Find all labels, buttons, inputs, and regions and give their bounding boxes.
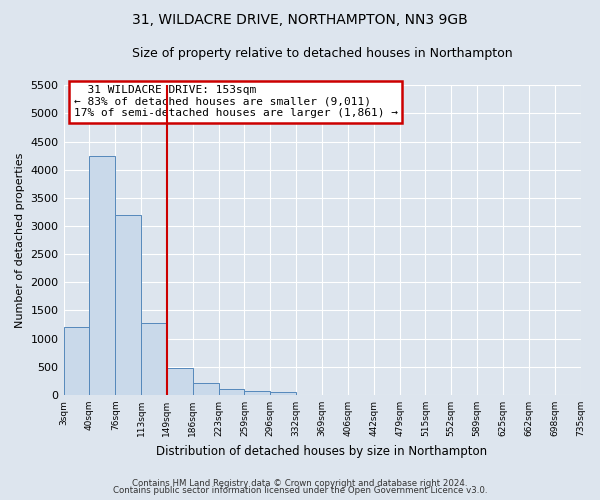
Bar	[115, 215, 141, 395]
Bar	[167, 368, 193, 395]
Text: 31 WILDACRE DRIVE: 153sqm
← 83% of detached houses are smaller (9,011)
17% of se: 31 WILDACRE DRIVE: 153sqm ← 83% of detac…	[74, 86, 398, 118]
Bar	[89, 156, 115, 395]
Y-axis label: Number of detached properties: Number of detached properties	[15, 152, 25, 328]
Bar	[64, 328, 89, 395]
Text: 31, WILDACRE DRIVE, NORTHAMPTON, NN3 9GB: 31, WILDACRE DRIVE, NORTHAMPTON, NN3 9GB	[132, 12, 468, 26]
Bar	[193, 383, 218, 395]
Bar	[141, 323, 167, 395]
Bar	[244, 391, 271, 395]
Text: Contains public sector information licensed under the Open Government Licence v3: Contains public sector information licen…	[113, 486, 487, 495]
X-axis label: Distribution of detached houses by size in Northampton: Distribution of detached houses by size …	[157, 444, 488, 458]
Bar	[218, 390, 244, 395]
Title: Size of property relative to detached houses in Northampton: Size of property relative to detached ho…	[132, 48, 512, 60]
Bar	[271, 392, 296, 395]
Text: Contains HM Land Registry data © Crown copyright and database right 2024.: Contains HM Land Registry data © Crown c…	[132, 478, 468, 488]
